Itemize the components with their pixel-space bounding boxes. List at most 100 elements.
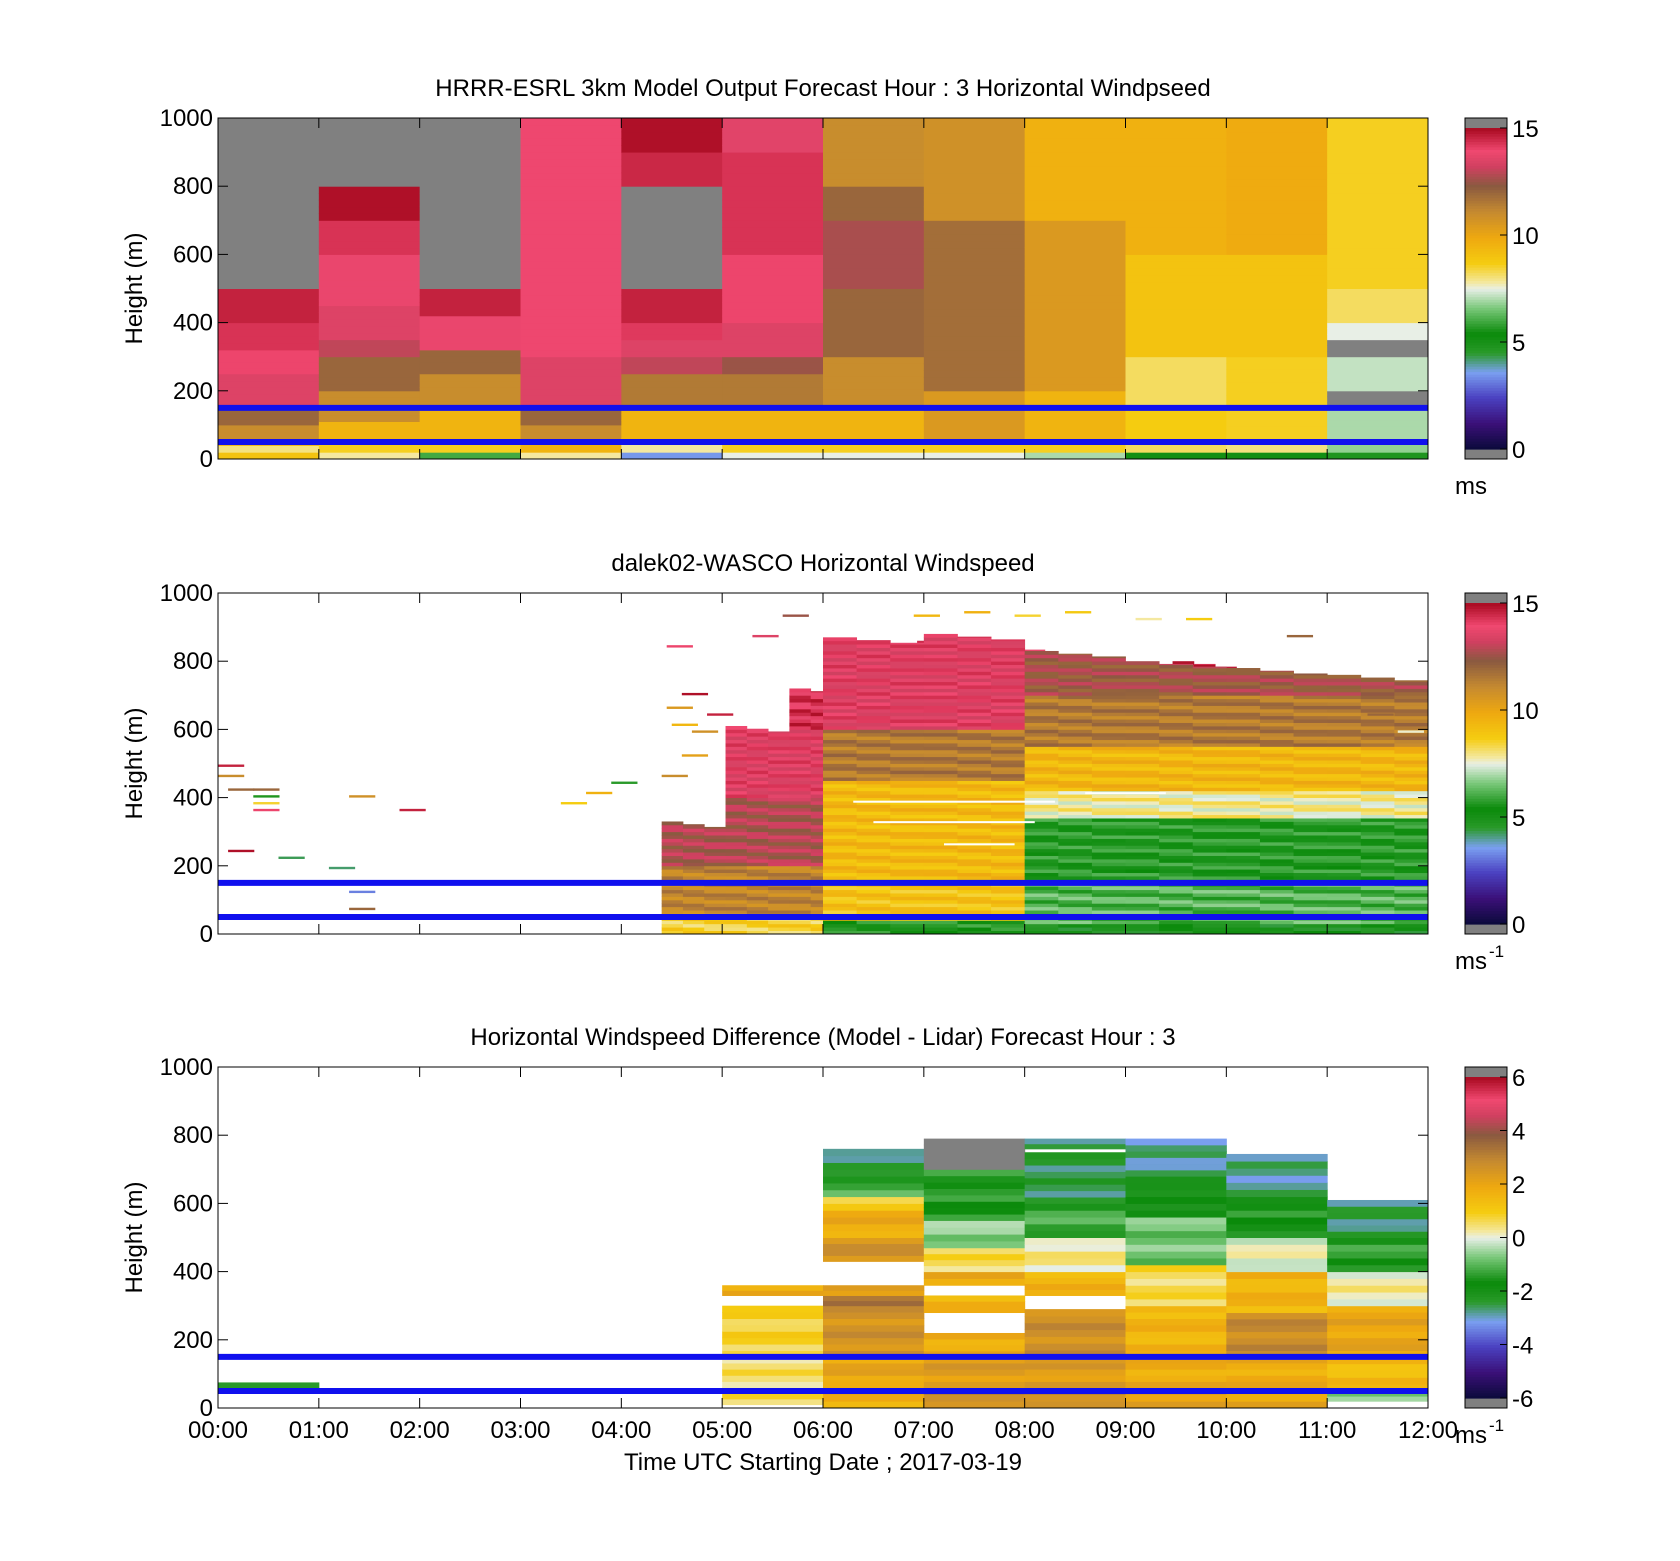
heatmap-cell: [1327, 855, 1362, 860]
heatmap-cell: [1058, 838, 1093, 843]
heatmap-cell: [1024, 268, 1126, 276]
heatmap-cell: [856, 777, 891, 781]
heatmap-cell: [318, 363, 421, 371]
heatmap-cell: [1327, 797, 1362, 802]
heatmap-cell: [823, 654, 858, 659]
heatmap-cell: [991, 801, 1026, 805]
heatmap-cell: [1058, 814, 1093, 819]
heatmap-cell: [419, 254, 521, 262]
heatmap-cell: [1159, 705, 1194, 710]
heatmap-cell: [1226, 773, 1261, 778]
heatmap-cell: [1293, 927, 1328, 931]
heatmap-cell: [682, 927, 705, 931]
heatmap-cell: [704, 869, 726, 874]
heatmap-cell: [520, 375, 622, 383]
heatmap-cell: [661, 930, 684, 934]
heatmap-cell: [923, 295, 1026, 303]
heatmap-cell: [789, 722, 812, 727]
y-tick-label: 600: [173, 241, 213, 268]
heatmap-cell: [789, 927, 812, 931]
heatmap-cell: [789, 702, 812, 706]
heatmap-cell: [661, 889, 684, 894]
heatmap-cell: [1327, 865, 1362, 870]
heatmap-cell: [1259, 678, 1294, 683]
heatmap-cell: [856, 818, 891, 822]
heatmap-cell: [991, 661, 1026, 666]
heatmap-cell: [621, 407, 723, 415]
heatmap-cell: [682, 930, 705, 934]
heatmap-cell: [856, 783, 891, 788]
heatmap-cell: [682, 923, 705, 928]
heatmap-cell: [957, 654, 992, 659]
heatmap-cell: [856, 858, 891, 863]
heatmap-cell: [1058, 668, 1093, 672]
heatmap-cell: [621, 288, 723, 296]
heatmap-cell: [1259, 746, 1294, 751]
heatmap-cell: [621, 368, 723, 375]
heatmap-cell: [957, 797, 992, 802]
heatmap-cell: [1125, 930, 1160, 934]
colorbar-swatch: [1465, 317, 1507, 322]
heatmap-cell: [923, 794, 958, 798]
heatmap-cell: [957, 695, 992, 700]
heatmap-cell: [768, 923, 790, 928]
heatmap-cell: [768, 824, 790, 829]
heatmap-cell: [1024, 930, 1059, 934]
heatmap-cell: [1259, 852, 1294, 856]
heatmap-cell: [1394, 787, 1428, 792]
heatmap-cell: [218, 261, 320, 269]
heatmap-cell: [1125, 896, 1160, 901]
y-tick-label: 800: [173, 173, 213, 200]
heatmap-cell: [789, 865, 812, 870]
heatmap-cell: [823, 743, 858, 747]
heatmap-cell: [1024, 424, 1126, 433]
heatmap-cell: [810, 756, 833, 761]
heatmap-cell: [1058, 719, 1093, 723]
heatmap-cell: [1327, 743, 1362, 747]
heatmap-cell: [1193, 663, 1216, 666]
heatmap-cell: [1226, 145, 1328, 153]
heatmap-cell: [1125, 118, 1227, 126]
heatmap-cell: [1091, 678, 1126, 683]
heatmap-cell: [957, 790, 992, 795]
heatmap-cell: [218, 367, 320, 375]
heatmap-cell: [856, 661, 891, 666]
heatmap-cell: [823, 766, 858, 771]
heatmap-cell: [1024, 336, 1126, 344]
heatmap-cell: [1226, 787, 1261, 792]
heatmap-cell: [789, 818, 812, 822]
heatmap-cell: [1091, 930, 1126, 934]
heatmap-cell: [923, 893, 958, 897]
heatmap-cell: [1226, 295, 1328, 303]
heatmap-cell: [520, 193, 622, 201]
heatmap-cell: [621, 373, 723, 382]
heatmap-cell: [768, 801, 790, 805]
heatmap-cell: [768, 821, 790, 826]
heatmap-cell: [789, 824, 812, 829]
heatmap-cell: [856, 705, 891, 710]
heatmap-cell: [1360, 801, 1395, 805]
heatmap-cell: [1293, 702, 1328, 706]
heatmap-cell: [991, 814, 1026, 819]
heatmap-cell: [1226, 315, 1328, 324]
colorbar-swatch: [1465, 379, 1507, 383]
colorbar-frame: [1464, 117, 1508, 460]
heatmap-cell: [704, 899, 726, 904]
heatmap-cell: [1394, 680, 1428, 683]
heatmap-cell: [923, 756, 958, 761]
heatmap-cell: [722, 227, 824, 235]
heatmap-cell: [1091, 732, 1126, 737]
heatmap-cell: [419, 394, 521, 402]
heatmap-cell: [1226, 715, 1261, 720]
lidar-retrieval: [586, 791, 613, 795]
heatmap-cell: [1125, 862, 1160, 867]
heatmap-cell: [823, 886, 858, 891]
heatmap-cell: [318, 260, 421, 268]
heatmap-cell: [725, 743, 748, 747]
heatmap-cell: [1327, 678, 1362, 683]
heatmap-cell: [520, 131, 622, 139]
heatmap-cell: [1226, 920, 1261, 925]
heatmap-cell: [1394, 821, 1428, 826]
heatmap-cell: [1091, 893, 1126, 897]
